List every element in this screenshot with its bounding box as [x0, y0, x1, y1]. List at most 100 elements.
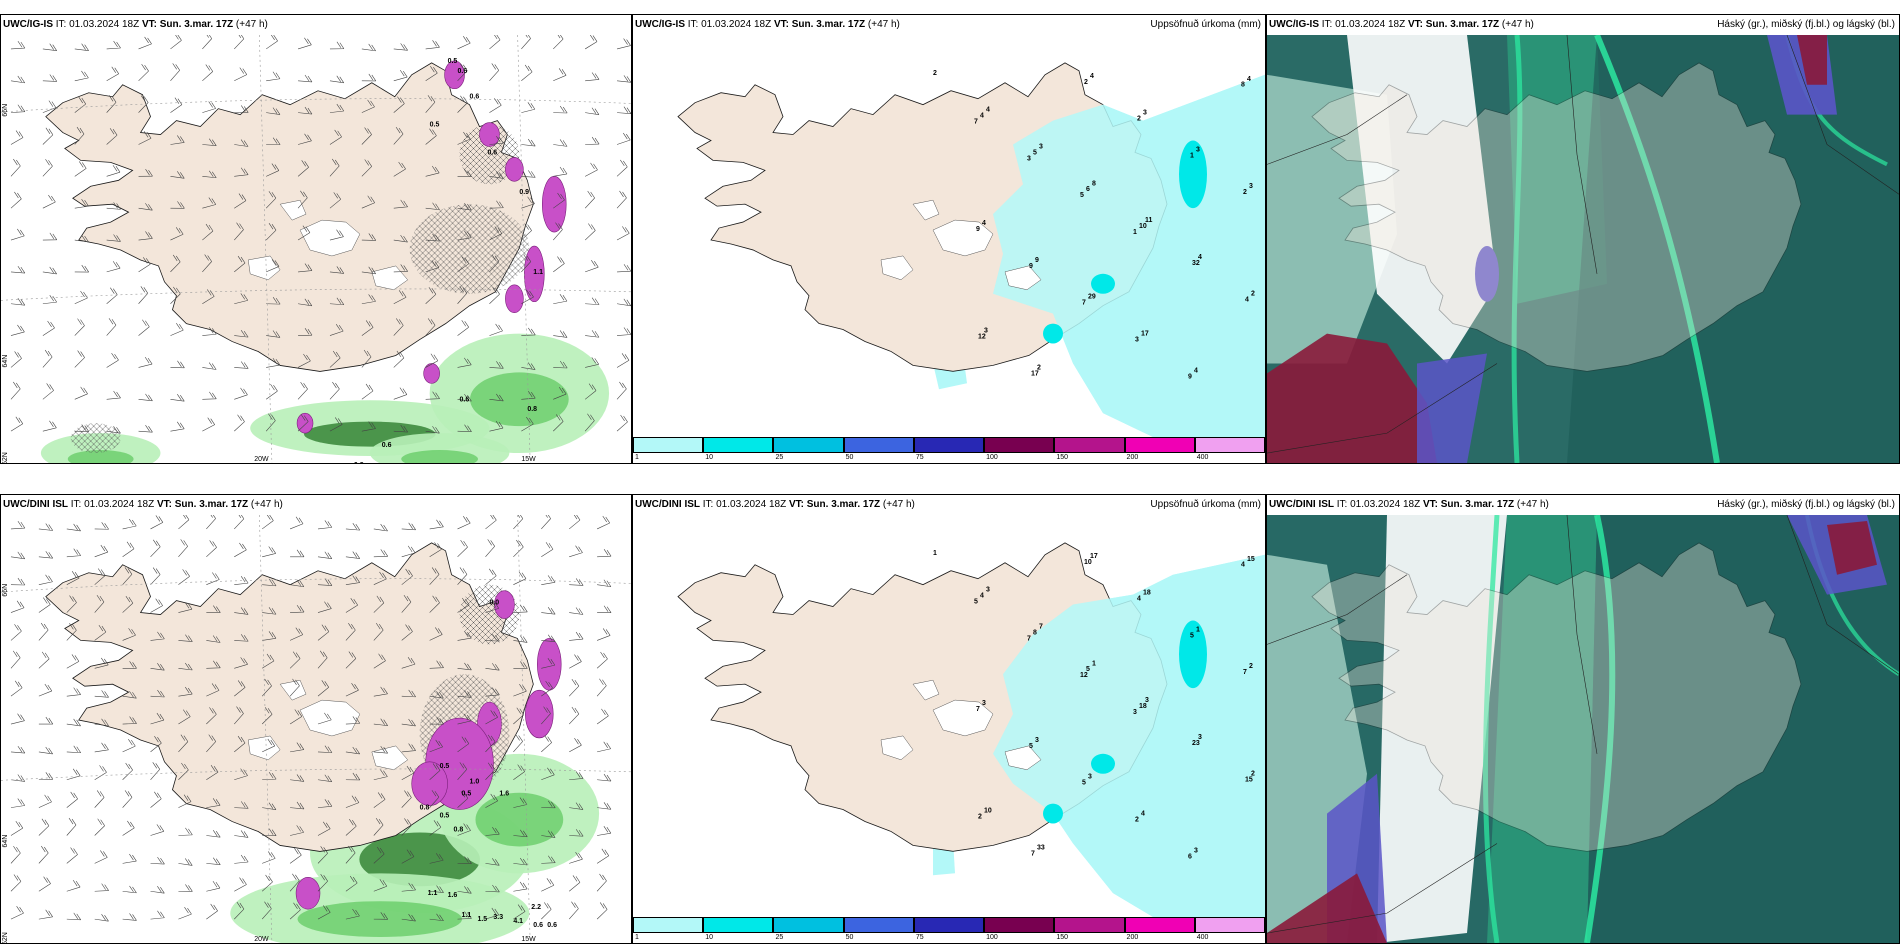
wind-barb-icon — [10, 423, 23, 432]
wind-barb-icon — [294, 709, 300, 716]
wind-barb-icon — [45, 716, 51, 724]
wind-barb-icon — [459, 286, 465, 293]
wind-barb-icon — [435, 234, 440, 242]
wind-barb-icon — [434, 261, 440, 268]
wind-barb-icon — [541, 835, 556, 838]
wind-barb-icon — [155, 598, 160, 605]
wind-barb-icon — [307, 107, 313, 115]
wind-barb-icon — [126, 541, 132, 548]
precip-value-label: 1 — [1092, 660, 1096, 667]
wind-barb-icon — [45, 127, 51, 134]
wind-barb-icon — [569, 807, 584, 810]
wind-barb-icon — [271, 772, 277, 780]
wind-barb-icon — [298, 112, 312, 115]
wind-barb-icon — [379, 879, 385, 886]
wind-barb-icon — [48, 524, 53, 531]
wind-barb-icon — [361, 271, 376, 275]
precip-value-label: 7 — [976, 706, 980, 713]
wind-barb-icon — [327, 521, 333, 528]
wind-barb-icon — [380, 746, 385, 753]
wind-barb-icon — [578, 772, 584, 779]
wind-barb-icon — [527, 138, 533, 146]
wind-barb-icon — [74, 239, 89, 243]
wind-barb-icon — [116, 391, 121, 399]
wind-barb-icon — [44, 349, 50, 357]
wind-barb-icon — [261, 685, 272, 697]
wind-barb-icon — [202, 261, 212, 273]
wind-barb-icon — [432, 202, 437, 209]
wind-barb-icon — [464, 357, 469, 365]
wind-barb-icon — [272, 71, 278, 78]
wind-barb-icon — [206, 640, 221, 643]
wind-barb-icon — [40, 622, 46, 630]
precip-core — [67, 450, 134, 463]
wind-barb-icon — [52, 233, 58, 241]
wind-barb-icon — [138, 264, 151, 273]
grid-label: 20W — [254, 456, 269, 463]
precip-value-label: 5 — [1086, 666, 1090, 673]
glacier — [880, 735, 914, 761]
wind-barb-icon — [463, 540, 468, 548]
wind-barb-icon — [132, 854, 137, 862]
wind-barb-icon — [585, 335, 600, 338]
wind-barb-icon — [301, 160, 306, 167]
wind-barb-icon — [345, 723, 360, 725]
wind-barb-icon — [298, 80, 312, 83]
wind-barb-icon — [339, 104, 345, 112]
grid-label: 62N — [2, 932, 9, 943]
wind-barb-icon — [304, 328, 310, 335]
precip-value-label: 1 — [1133, 229, 1137, 236]
wind-barb-icon — [290, 584, 304, 588]
wind-barb-icon — [408, 882, 413, 890]
wind-barb-icon — [216, 858, 221, 865]
region-borders — [1267, 35, 1899, 454]
wind-barb-icon — [242, 543, 247, 551]
wind-barb-icon — [429, 526, 444, 530]
wind-barb-icon — [270, 852, 276, 859]
wind-barb-icon — [10, 35, 631, 434]
wind-barb-icon — [464, 886, 469, 893]
wind-barb-icon — [317, 556, 332, 559]
wind-barb-icon — [431, 288, 437, 295]
precip-colorbar: 1 10 25 50 75 100 150 200 400 — [633, 917, 1265, 943]
wind-barb-icon — [239, 877, 244, 884]
panel-header: UWC/DINI ISL IT: 01.03.2024 18Z VT: Sun.… — [3, 499, 283, 510]
grid-label: 20W — [254, 936, 269, 943]
wind-barb-icon — [401, 631, 413, 641]
wind-barb-icon — [589, 35, 595, 41]
wind-barb-icon — [528, 170, 533, 177]
wind-barb-icon — [463, 713, 469, 721]
wind-barb-icon — [457, 399, 472, 402]
wind-barb-icon — [578, 579, 584, 586]
wind-barb-icon — [268, 546, 273, 553]
wind-barb-icon — [42, 327, 55, 336]
wind-barb-icon — [157, 737, 162, 744]
wind-barb-icon — [180, 172, 185, 179]
wind-barb-icon — [215, 881, 221, 889]
wind-barb-icon — [489, 261, 500, 273]
wind-barb-icon — [602, 874, 607, 882]
border-line — [1566, 515, 1598, 754]
wind-barb-icon — [457, 604, 470, 613]
wind-barb-icon — [66, 602, 77, 613]
wind-barb-icon — [175, 255, 181, 263]
wind-barb-icon — [621, 353, 627, 360]
wind-barb-icon — [150, 719, 164, 725]
wind-barb-icon — [541, 774, 555, 781]
wind-barb-icon — [578, 803, 584, 810]
precip-value-label: 23 — [1192, 740, 1200, 747]
wind-barb-icon — [17, 745, 23, 753]
wind-barb-icon — [617, 270, 631, 273]
wind-barb-icon — [425, 102, 436, 113]
precip-value-label: 3 — [1039, 143, 1043, 150]
wind-barb-icon — [49, 74, 55, 81]
wind-barb-icon — [562, 361, 568, 369]
wind-barb-icon — [547, 830, 553, 837]
panel-header: UWC/IG-IS IT: 01.03.2024 18Z VT: Sun. 3.… — [3, 19, 268, 30]
precip-map: 1 3 7 1 3 3 2 10 33 17 18 1 2 3 3 3 4 3 15 4 8 5 18 23 15 2 7 10 4 5 7… — [633, 515, 1265, 917]
wind-barb-icon — [400, 199, 405, 207]
wind-barb-icon — [96, 594, 102, 602]
wind-barb-icon — [521, 71, 533, 82]
wind-barb-icon — [321, 680, 327, 687]
wind-barb-icon — [594, 331, 600, 338]
